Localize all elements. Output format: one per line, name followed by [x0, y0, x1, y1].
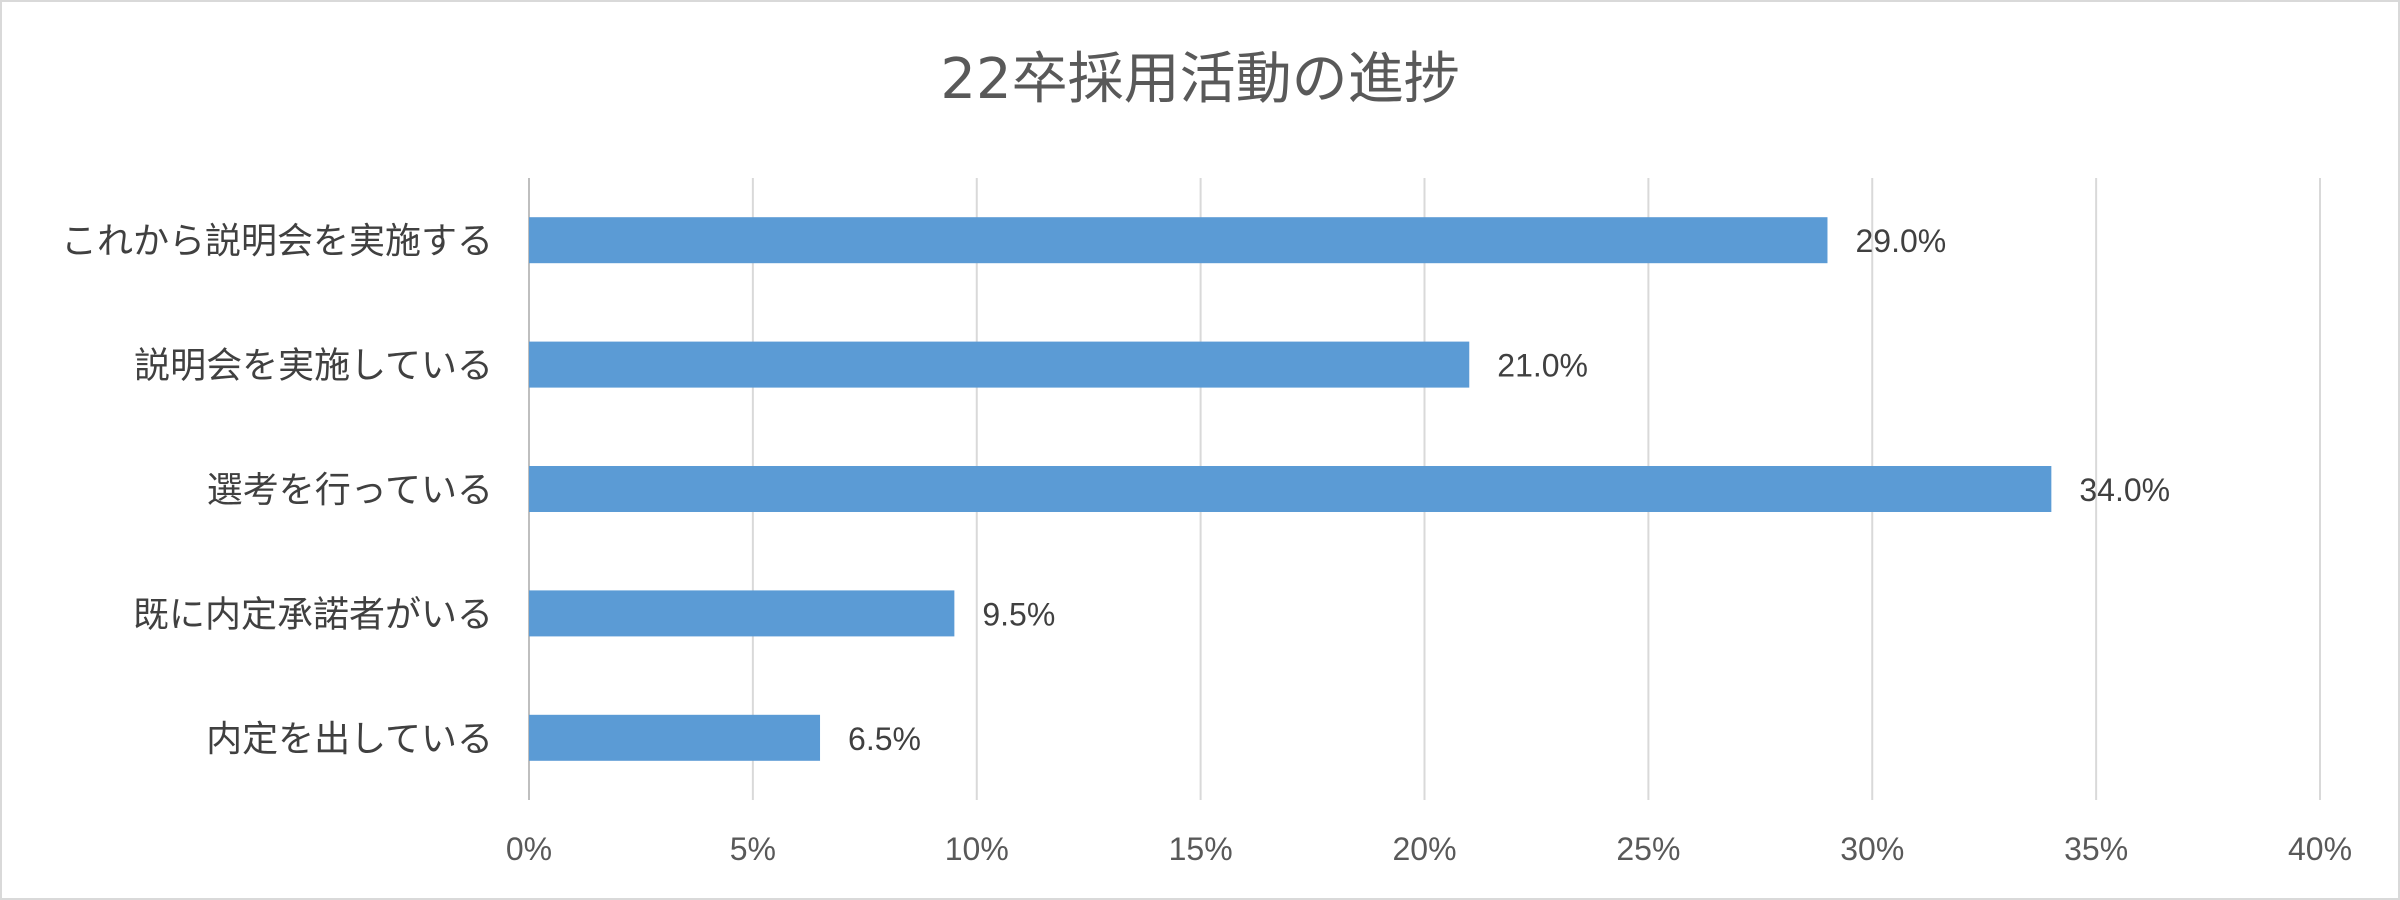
- data-label: 34.0%: [2079, 472, 2170, 508]
- category-label: これから説明会を実施する: [61, 221, 493, 262]
- category-label: 内定を出している: [206, 719, 493, 760]
- data-label: 29.0%: [1855, 223, 1946, 259]
- data-label: 9.5%: [982, 596, 1055, 632]
- x-tick-label: 40%: [2288, 831, 2352, 867]
- x-tick-label: 35%: [2064, 831, 2128, 867]
- x-tick-label: 0%: [506, 831, 552, 867]
- bar: [529, 714, 821, 761]
- bar: [529, 590, 955, 637]
- bar: [529, 217, 1828, 264]
- x-tick-label: 30%: [1840, 831, 1904, 867]
- labels: 0% 5% 10% 15% 20% 25% 30% 35% 40% これから説明会を実施する 29.…: [61, 221, 2352, 867]
- category-label: 選考を行っている: [207, 470, 493, 511]
- bars: [529, 217, 2052, 761]
- bar: [529, 466, 2052, 512]
- data-label: 21.0%: [1497, 348, 1588, 384]
- x-tick-label: 15%: [1169, 831, 1233, 867]
- category-label: 既に内定承諾者がいる: [133, 594, 493, 635]
- data-label: 6.5%: [848, 721, 921, 757]
- bar: [529, 341, 1470, 388]
- x-tick-label: 10%: [945, 831, 1009, 867]
- x-tick-label: 5%: [730, 831, 776, 867]
- chart-title: 22卒採用活動の進捗: [940, 47, 1459, 112]
- category-label: 説明会を実施している: [134, 346, 493, 387]
- x-tick-label: 20%: [1392, 831, 1456, 867]
- x-tick-label: 25%: [1616, 831, 1680, 867]
